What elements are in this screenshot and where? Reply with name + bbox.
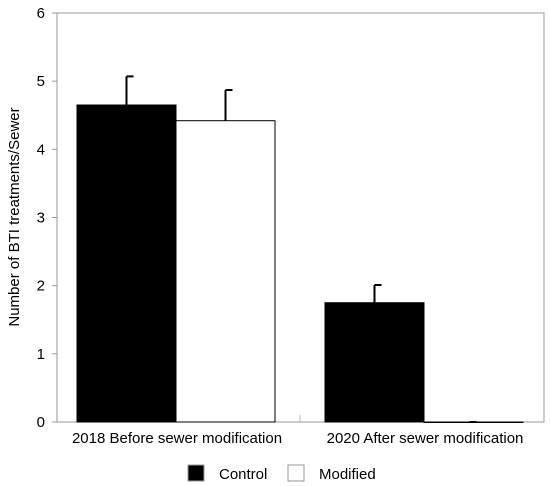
y-tick-label: 1 bbox=[37, 346, 45, 363]
y-tick-label: 4 bbox=[37, 141, 45, 158]
y-tick-label: 0 bbox=[37, 414, 45, 431]
bar-control-0 bbox=[76, 104, 177, 423]
x-axis: 2018 Before sewer modification 2020 After… bbox=[72, 430, 523, 447]
bar-modified-0 bbox=[175, 120, 276, 423]
y-tick-label: 6 bbox=[37, 5, 45, 22]
legend-label-control: Control bbox=[219, 466, 267, 483]
y-tick-label: 3 bbox=[37, 210, 45, 227]
bars bbox=[76, 75, 524, 423]
bar-control-1 bbox=[324, 302, 425, 423]
y-axis-title: Number of BTI treatments/Sewer bbox=[6, 107, 23, 326]
x-category-label: 2018 Before sewer modification bbox=[72, 430, 282, 447]
y-tick-label: 2 bbox=[37, 278, 45, 295]
legend-swatch-control bbox=[187, 464, 205, 482]
y-tick-label: 5 bbox=[37, 73, 45, 90]
legend: Control Modified bbox=[187, 464, 376, 483]
y-axis: 0 1 2 3 4 5 6 bbox=[37, 5, 57, 431]
legend-swatch-modified bbox=[287, 464, 305, 482]
x-category-label: 2020 After sewer modification bbox=[327, 430, 524, 447]
legend-label-modified: Modified bbox=[319, 466, 376, 483]
